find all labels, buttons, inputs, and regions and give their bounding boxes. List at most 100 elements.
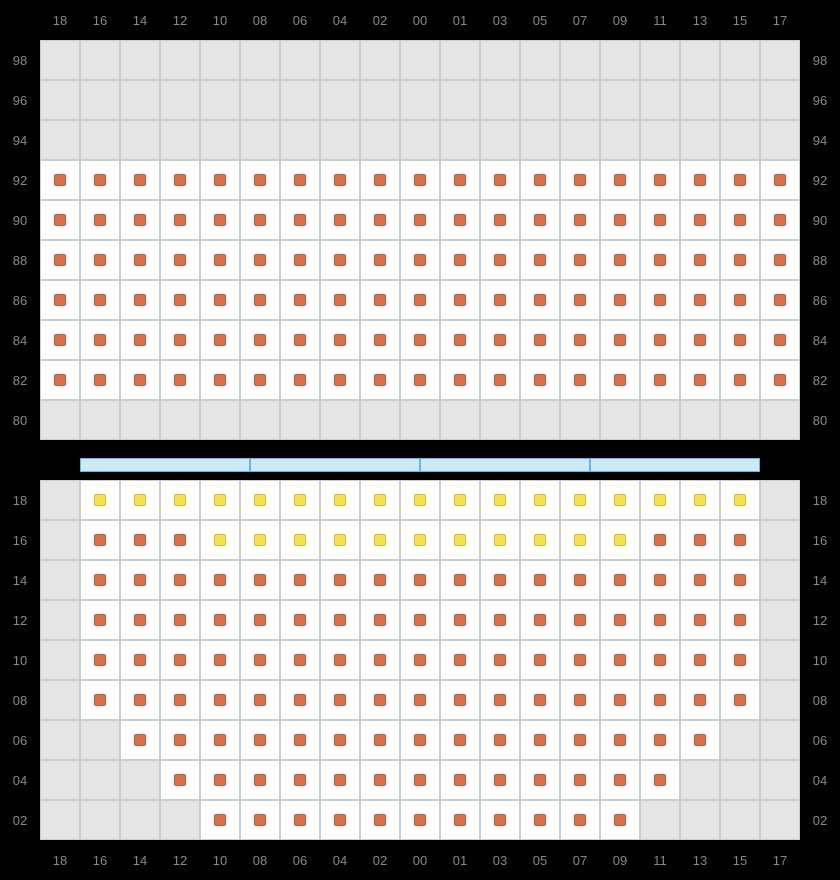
seat-cell[interactable] bbox=[160, 640, 200, 680]
seat-cell[interactable] bbox=[200, 360, 240, 400]
seat-cell[interactable] bbox=[360, 760, 400, 800]
seat-cell[interactable] bbox=[200, 560, 240, 600]
seat-cell[interactable] bbox=[280, 360, 320, 400]
seat-cell[interactable] bbox=[400, 600, 440, 640]
seat-cell[interactable] bbox=[80, 320, 120, 360]
seat-cell[interactable] bbox=[480, 800, 520, 840]
seat-cell[interactable] bbox=[200, 640, 240, 680]
seat-cell[interactable] bbox=[560, 160, 600, 200]
seat-cell[interactable] bbox=[120, 160, 160, 200]
seat-cell[interactable] bbox=[600, 560, 640, 600]
seat-cell[interactable] bbox=[680, 560, 720, 600]
seat-cell[interactable] bbox=[680, 480, 720, 520]
seat-cell[interactable] bbox=[280, 640, 320, 680]
seat-cell[interactable] bbox=[400, 240, 440, 280]
seat-cell[interactable] bbox=[280, 240, 320, 280]
seat-cell[interactable] bbox=[520, 280, 560, 320]
seat-cell[interactable] bbox=[680, 640, 720, 680]
seat-cell[interactable] bbox=[80, 600, 120, 640]
seat-cell[interactable] bbox=[560, 240, 600, 280]
seat-cell[interactable] bbox=[360, 560, 400, 600]
seat-cell[interactable] bbox=[600, 160, 640, 200]
seat-cell[interactable] bbox=[360, 360, 400, 400]
seat-cell[interactable] bbox=[280, 480, 320, 520]
seat-cell[interactable] bbox=[440, 720, 480, 760]
seat-cell[interactable] bbox=[400, 800, 440, 840]
seat-cell[interactable] bbox=[640, 200, 680, 240]
seat-cell[interactable] bbox=[80, 480, 120, 520]
seat-cell[interactable] bbox=[320, 680, 360, 720]
seat-cell[interactable] bbox=[600, 640, 640, 680]
seat-cell[interactable] bbox=[640, 720, 680, 760]
seat-cell[interactable] bbox=[80, 680, 120, 720]
seat-cell[interactable] bbox=[80, 360, 120, 400]
seat-cell[interactable] bbox=[560, 520, 600, 560]
seat-cell[interactable] bbox=[280, 520, 320, 560]
seat-cell[interactable] bbox=[240, 720, 280, 760]
seat-cell[interactable] bbox=[440, 520, 480, 560]
seat-cell[interactable] bbox=[360, 680, 400, 720]
seat-cell[interactable] bbox=[400, 360, 440, 400]
seat-cell[interactable] bbox=[320, 560, 360, 600]
seat-cell[interactable] bbox=[160, 280, 200, 320]
seat-cell[interactable] bbox=[120, 560, 160, 600]
seat-cell[interactable] bbox=[120, 600, 160, 640]
seat-cell[interactable] bbox=[320, 160, 360, 200]
seat-cell[interactable] bbox=[720, 640, 760, 680]
seat-cell[interactable] bbox=[720, 680, 760, 720]
seat-cell[interactable] bbox=[80, 200, 120, 240]
seat-cell[interactable] bbox=[720, 600, 760, 640]
seat-cell[interactable] bbox=[640, 520, 680, 560]
seat-cell[interactable] bbox=[680, 680, 720, 720]
seat-cell[interactable] bbox=[240, 320, 280, 360]
seat-cell[interactable] bbox=[240, 680, 280, 720]
seat-cell[interactable] bbox=[640, 360, 680, 400]
seat-cell[interactable] bbox=[560, 480, 600, 520]
seat-cell[interactable] bbox=[680, 360, 720, 400]
seat-cell[interactable] bbox=[440, 320, 480, 360]
seat-cell[interactable] bbox=[600, 800, 640, 840]
seat-cell[interactable] bbox=[40, 360, 80, 400]
seat-cell[interactable] bbox=[200, 320, 240, 360]
seat-cell[interactable] bbox=[520, 360, 560, 400]
seat-cell[interactable] bbox=[520, 240, 560, 280]
seat-cell[interactable] bbox=[480, 720, 520, 760]
seat-cell[interactable] bbox=[760, 360, 800, 400]
seat-cell[interactable] bbox=[320, 800, 360, 840]
seat-cell[interactable] bbox=[680, 240, 720, 280]
seat-cell[interactable] bbox=[240, 160, 280, 200]
seat-cell[interactable] bbox=[280, 560, 320, 600]
seat-cell[interactable] bbox=[520, 520, 560, 560]
seat-cell[interactable] bbox=[680, 520, 720, 560]
seat-cell[interactable] bbox=[520, 720, 560, 760]
seat-cell[interactable] bbox=[600, 720, 640, 760]
seat-cell[interactable] bbox=[240, 800, 280, 840]
seat-cell[interactable] bbox=[520, 160, 560, 200]
seat-cell[interactable] bbox=[80, 560, 120, 600]
seat-cell[interactable] bbox=[200, 200, 240, 240]
seat-cell[interactable] bbox=[560, 760, 600, 800]
seat-cell[interactable] bbox=[120, 360, 160, 400]
seat-cell[interactable] bbox=[560, 640, 600, 680]
seat-cell[interactable] bbox=[320, 320, 360, 360]
seat-cell[interactable] bbox=[640, 560, 680, 600]
seat-cell[interactable] bbox=[480, 760, 520, 800]
seat-cell[interactable] bbox=[680, 280, 720, 320]
seat-cell[interactable] bbox=[40, 240, 80, 280]
seat-cell[interactable] bbox=[240, 520, 280, 560]
seat-cell[interactable] bbox=[640, 680, 680, 720]
seat-cell[interactable] bbox=[560, 320, 600, 360]
seat-cell[interactable] bbox=[200, 720, 240, 760]
seat-cell[interactable] bbox=[520, 600, 560, 640]
seat-cell[interactable] bbox=[360, 520, 400, 560]
seat-cell[interactable] bbox=[520, 480, 560, 520]
seat-cell[interactable] bbox=[720, 240, 760, 280]
seat-cell[interactable] bbox=[160, 520, 200, 560]
seat-cell[interactable] bbox=[160, 200, 200, 240]
seat-cell[interactable] bbox=[240, 360, 280, 400]
seat-cell[interactable] bbox=[520, 200, 560, 240]
seat-cell[interactable] bbox=[600, 360, 640, 400]
seat-cell[interactable] bbox=[560, 360, 600, 400]
seat-cell[interactable] bbox=[360, 720, 400, 760]
seat-cell[interactable] bbox=[200, 600, 240, 640]
